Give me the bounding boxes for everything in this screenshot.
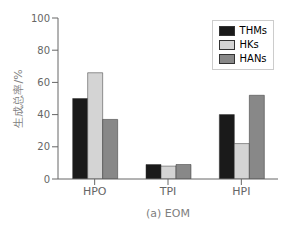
svg-text:80: 80 (37, 45, 50, 56)
svg-text:生成总率/%: 生成总率/% (12, 69, 25, 127)
html-text:HKs: HKs (239, 39, 259, 50)
svg-text:HPO: HPO (83, 185, 107, 198)
html-text:THMs: THMs (239, 25, 267, 36)
svg-text:HPI: HPI (232, 185, 250, 198)
html-text:HANs: HANs (239, 53, 267, 64)
svg-text:60: 60 (37, 77, 50, 88)
svg-text:(a) EOM: (a) EOM (146, 207, 190, 220)
svg-text:100: 100 (31, 13, 50, 24)
svg-text:20: 20 (37, 141, 50, 152)
svg-text:40: 40 (37, 109, 50, 120)
svg-text:TPI: TPI (159, 185, 177, 198)
svg-text:0: 0 (44, 174, 50, 185)
